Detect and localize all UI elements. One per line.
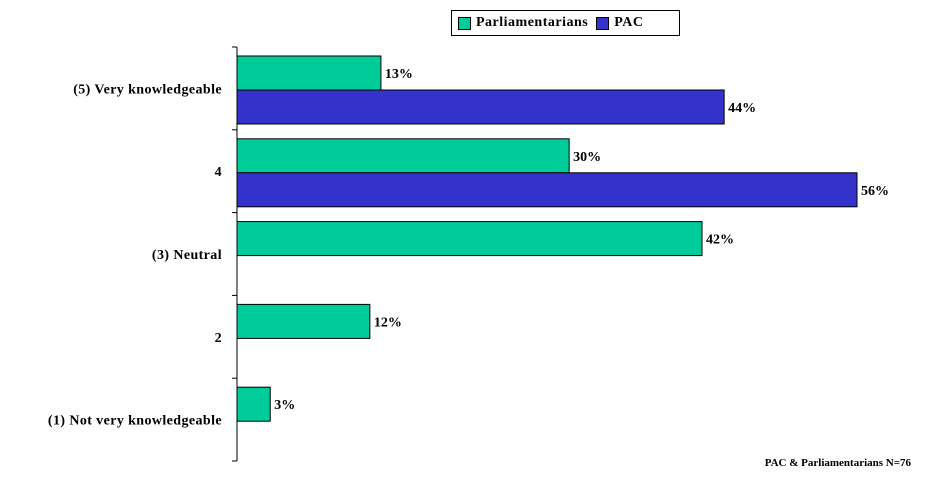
bar-parliamentarians (236, 303, 371, 339)
legend-label-pac: PAC (614, 15, 644, 30)
bar-parliamentarians (236, 138, 570, 174)
bar-parliamentarians (236, 386, 271, 422)
bar-parliamentarians (236, 221, 703, 257)
category-label: (1) Not very knowledgeable (48, 414, 222, 429)
category-label: (5) Very knowledgeable (73, 82, 222, 97)
data-label: 44% (728, 101, 756, 116)
legend-swatch-parliamentarians (458, 16, 471, 30)
legend: Parliamentarians PAC (451, 10, 680, 36)
data-label: 12% (374, 315, 402, 330)
footnote: PAC & Parliamentarians N=76 (764, 457, 911, 469)
bar-pac (236, 172, 858, 208)
bar-pac (236, 89, 725, 125)
category-label: 2 (215, 331, 222, 346)
data-label: 56% (861, 184, 889, 199)
data-label: 42% (706, 233, 734, 248)
data-label: 13% (385, 67, 413, 82)
legend-label-parliamentarians: Parliamentarians (476, 15, 589, 30)
category-label: 4 (215, 165, 222, 180)
legend-swatch-pac (596, 16, 610, 30)
category-label: (3) Neutral (152, 248, 222, 263)
legend-item-pac: PAC (596, 15, 643, 31)
bar-parliamentarians (236, 55, 382, 91)
data-label: 30% (573, 150, 601, 165)
legend-item-parliamentarians: Parliamentarians (458, 15, 588, 31)
data-label: 3% (274, 398, 295, 413)
